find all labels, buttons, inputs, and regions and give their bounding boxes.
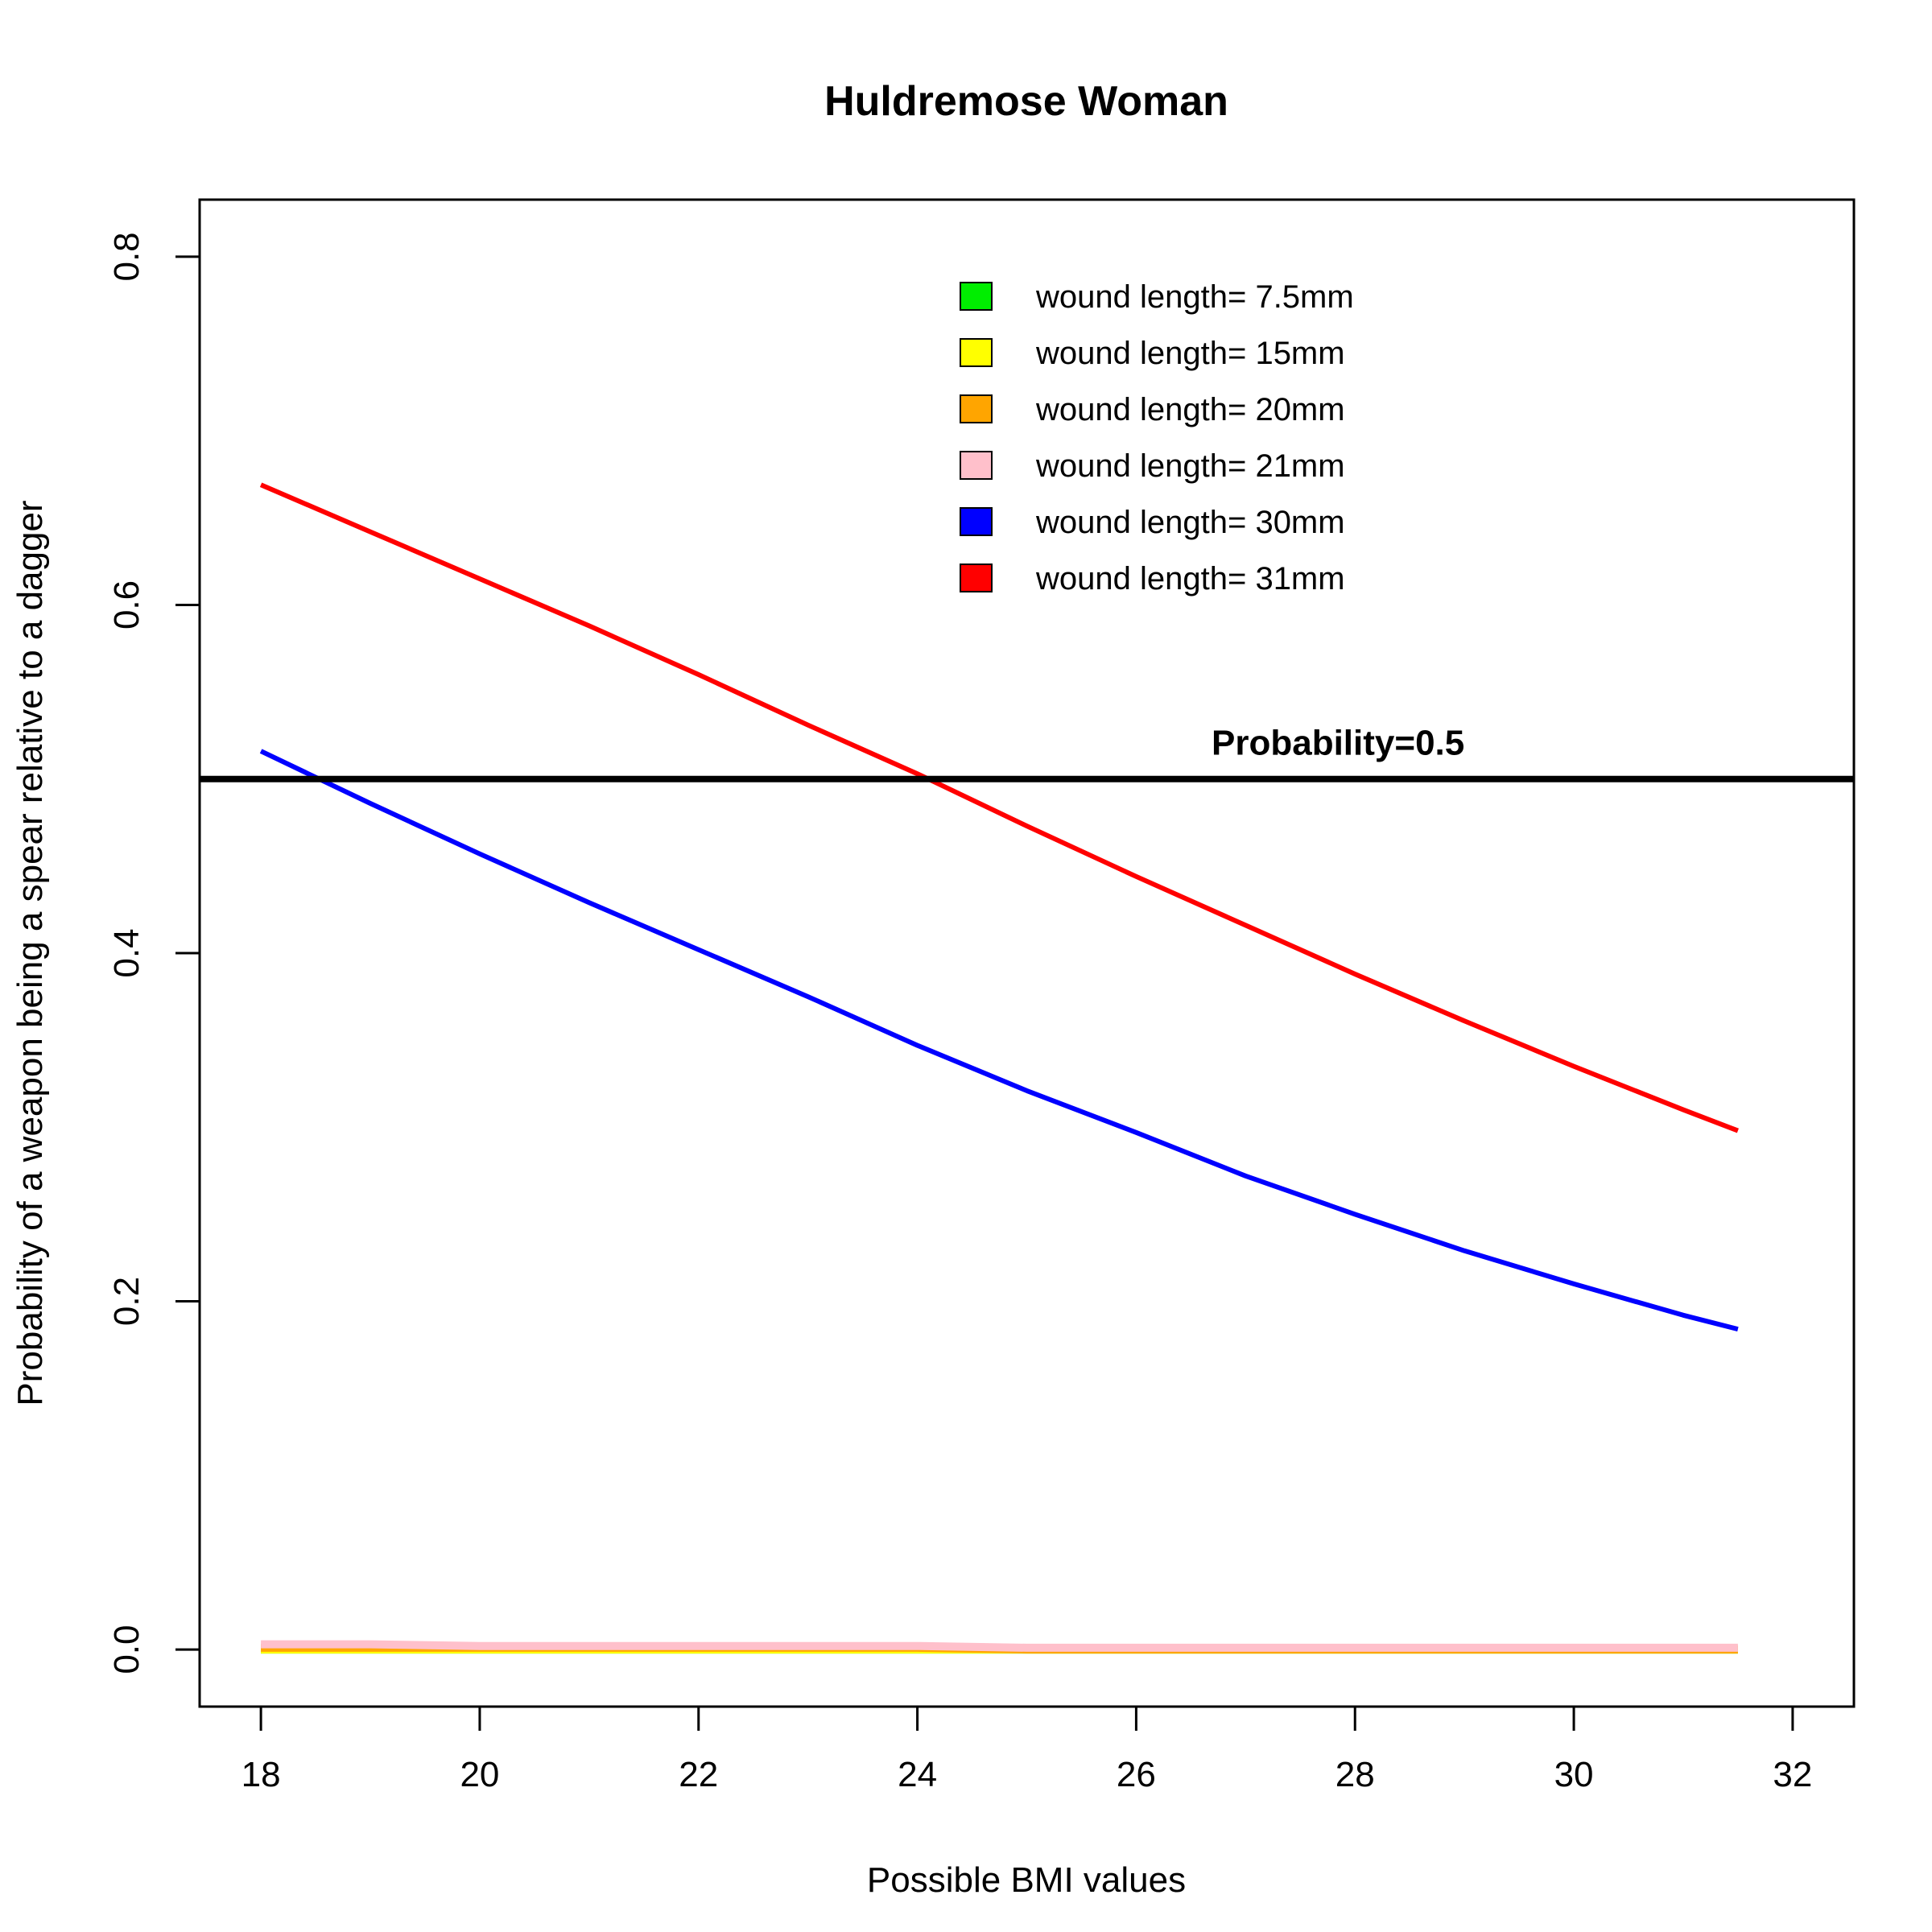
y-tick-label: 0.2	[107, 1277, 147, 1326]
reference-line-label: Probability=0.5	[1212, 724, 1464, 763]
series-line-5	[259, 482, 1739, 1133]
series-layer	[259, 482, 1739, 1654]
y-tick-label: 0.4	[107, 928, 147, 977]
y-tick-label: 0.0	[107, 1624, 147, 1674]
legend-swatch	[960, 451, 993, 480]
y-axis: 0.0 0.2 0.4 0.6 0.8	[107, 232, 201, 1674]
legend-swatch	[960, 338, 993, 367]
y-tick-label: 0.8	[107, 232, 147, 281]
reference-line-layer: Probability=0.5	[200, 724, 1854, 782]
y-axis-label: Probability of a weapon being a spear re…	[10, 500, 50, 1406]
x-tick-label: 24	[898, 1755, 937, 1794]
x-tick-label: 26	[1117, 1755, 1156, 1794]
plot-frame	[198, 198, 1856, 1708]
x-axis: 18 20 22 24 26 28 30 32	[242, 1705, 1812, 1794]
x-tick-label: 18	[242, 1755, 281, 1794]
x-tick-label: 30	[1554, 1755, 1594, 1794]
x-tick-label: 22	[679, 1755, 718, 1794]
y-tick-label: 0.6	[107, 580, 147, 630]
chart-title: Huldremose Woman	[824, 78, 1228, 125]
x-tick-label: 28	[1335, 1755, 1375, 1794]
legend-swatch	[960, 564, 993, 592]
legend-label: wound length= 20mm	[1035, 392, 1345, 427]
x-tick-label: 32	[1773, 1755, 1812, 1794]
legend: wound length= 7.5mm wound length= 15mm wou…	[960, 279, 1354, 597]
x-tick-label: 20	[460, 1755, 499, 1794]
x-axis-label: Possible BMI values	[867, 1860, 1186, 1900]
series-line-4	[259, 749, 1739, 1332]
legend-label: wound length= 21mm	[1035, 448, 1345, 484]
series-line-3	[261, 1640, 1738, 1652]
legend-label: wound length= 15mm	[1035, 336, 1345, 371]
legend-swatch	[960, 507, 993, 536]
legend-swatch	[960, 394, 993, 423]
legend-swatch	[960, 282, 993, 311]
legend-label: wound length= 7.5mm	[1035, 279, 1354, 315]
legend-label: wound length= 30mm	[1035, 505, 1345, 540]
legend-label: wound length= 31mm	[1035, 561, 1345, 597]
